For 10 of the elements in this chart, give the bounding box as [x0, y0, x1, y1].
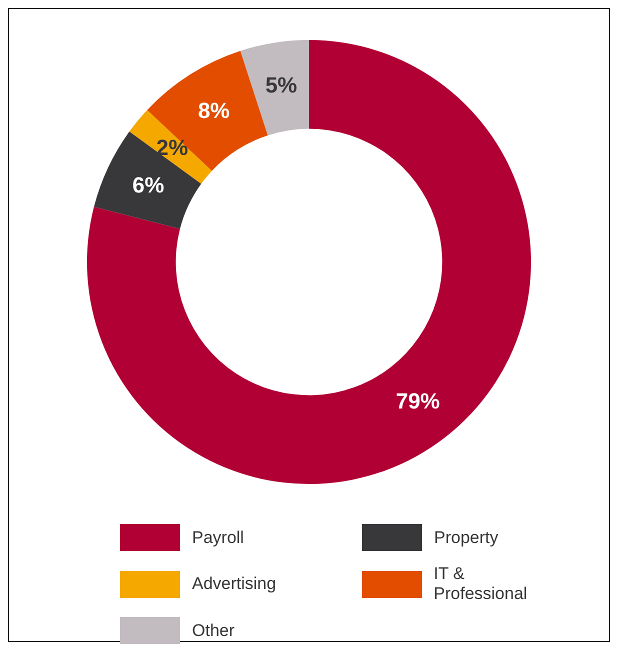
data-label: 6% — [132, 172, 164, 198]
legend-label: Advertising — [192, 574, 276, 594]
legend-label: IT & Professional — [434, 564, 528, 604]
data-label: 8% — [198, 98, 230, 124]
legend-label: Other — [192, 620, 235, 640]
legend-label: Payroll — [192, 528, 244, 548]
data-label: 2% — [156, 134, 188, 160]
data-label: 79% — [396, 388, 440, 414]
legend-label: Property — [434, 528, 498, 548]
data-label: 5% — [265, 72, 298, 98]
